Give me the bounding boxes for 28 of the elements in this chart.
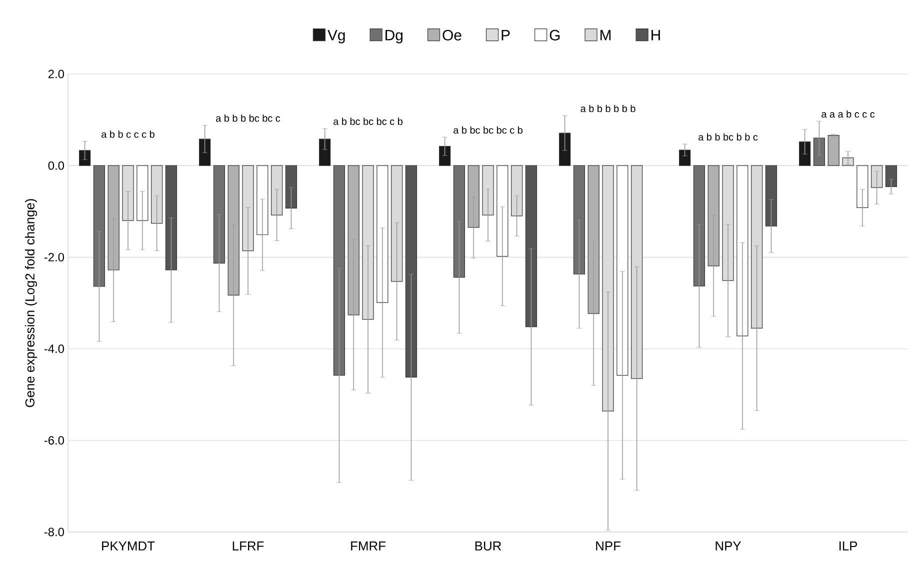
y-tick-label: -2.0 [44,252,64,262]
x-tick-label: FMRF [351,542,386,550]
legend-label: H [652,30,660,40]
x-tick-label: NPF [596,542,620,550]
legend-label: P [502,30,510,40]
y-tick-label: -6.0 [44,436,64,445]
annotation: a b b b b b b [580,104,636,112]
x-tick-label: LFRF [232,542,264,550]
legend-label: Dg [386,30,402,44]
legend-label: Oe [442,30,462,40]
annotation: a a a b c c c [822,110,875,118]
annotation: a b b b bc bc c [216,114,280,122]
legend-label: Vg [328,30,345,44]
x-tick-label: ILP [839,542,858,550]
legend-label: M [600,30,611,40]
y-axis-title: Gene expression (Log2 fold change) [24,199,38,408]
annotation: a b bc bc bc c b [334,118,402,125]
y-tick-label: 2.0 [48,70,64,78]
annotation: a b b c c c b [102,130,154,138]
y-tick-label: -4.0 [44,344,64,354]
annotation: a b bc bc bc c b [454,126,522,134]
x-tick-label: NPY [716,542,742,550]
y-tick-label: 0.0 [48,161,64,170]
y-tick-label: -8.0 [44,528,64,536]
x-tick-label: PKYMDT [102,542,155,550]
legend-label: G [550,30,560,40]
annotation: a b b bc b b c [698,133,758,141]
x-tick-label: BUR [475,542,502,551]
